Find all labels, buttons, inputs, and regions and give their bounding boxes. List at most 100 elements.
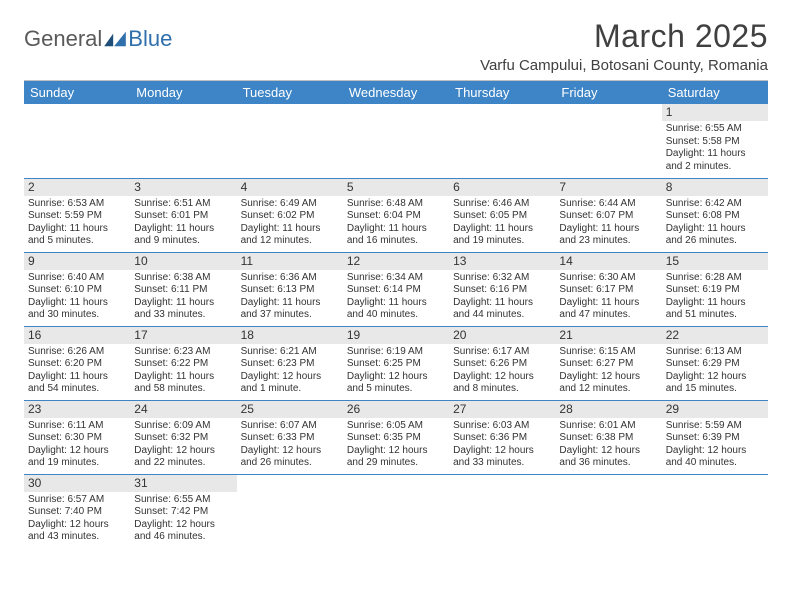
- calendar-day: 3Sunrise: 6:51 AMSunset: 6:01 PMDaylight…: [130, 178, 236, 252]
- calendar-day: 30Sunrise: 6:57 AMSunset: 7:40 PMDayligh…: [24, 474, 130, 548]
- sunrise-text: Sunrise: 6:07 AM: [241, 420, 339, 433]
- sunset-text: Sunset: 7:42 PM: [134, 506, 232, 519]
- sunrise-text: Sunrise: 6:44 AM: [559, 198, 657, 211]
- calendar-empty: [24, 104, 130, 178]
- day-number: 22: [662, 327, 768, 344]
- calendar-day: 29Sunrise: 5:59 AMSunset: 6:39 PMDayligh…: [662, 400, 768, 474]
- sunrise-text: Sunrise: 6:05 AM: [347, 420, 445, 433]
- day-number: 2: [24, 179, 130, 196]
- daylight-text: and 43 minutes.: [28, 531, 126, 544]
- daylight-text: Daylight: 11 hours: [28, 223, 126, 236]
- calendar-week: 30Sunrise: 6:57 AMSunset: 7:40 PMDayligh…: [24, 474, 768, 548]
- day-number: 25: [237, 401, 343, 418]
- daylight-text: Daylight: 11 hours: [241, 223, 339, 236]
- calendar-day: 19Sunrise: 6:19 AMSunset: 6:25 PMDayligh…: [343, 326, 449, 400]
- daylight-text: Daylight: 12 hours: [134, 445, 232, 458]
- sunset-text: Sunset: 6:07 PM: [559, 210, 657, 223]
- day-number: 23: [24, 401, 130, 418]
- sunset-text: Sunset: 6:14 PM: [347, 284, 445, 297]
- calendar-body: 1Sunrise: 6:55 AMSunset: 5:58 PMDaylight…: [24, 104, 768, 548]
- sunset-text: Sunset: 6:04 PM: [347, 210, 445, 223]
- calendar-day: 27Sunrise: 6:03 AMSunset: 6:36 PMDayligh…: [449, 400, 555, 474]
- daylight-text: Daylight: 11 hours: [28, 371, 126, 384]
- daylight-text: and 23 minutes.: [559, 235, 657, 248]
- sunrise-text: Sunrise: 6:11 AM: [28, 420, 126, 433]
- calendar-day: 7Sunrise: 6:44 AMSunset: 6:07 PMDaylight…: [555, 178, 661, 252]
- daylight-text: Daylight: 11 hours: [453, 223, 551, 236]
- sunrise-text: Sunrise: 6:36 AM: [241, 272, 339, 285]
- sunrise-text: Sunrise: 6:03 AM: [453, 420, 551, 433]
- daylight-text: and 1 minute.: [241, 383, 339, 396]
- sunrise-text: Sunrise: 6:53 AM: [28, 198, 126, 211]
- day-number: 20: [449, 327, 555, 344]
- sunset-text: Sunset: 6:30 PM: [28, 432, 126, 445]
- day-number: 29: [662, 401, 768, 418]
- calendar-day: 8Sunrise: 6:42 AMSunset: 6:08 PMDaylight…: [662, 178, 768, 252]
- daylight-text: Daylight: 11 hours: [666, 148, 764, 161]
- sunrise-text: Sunrise: 6:55 AM: [666, 123, 764, 136]
- calendar-day: 10Sunrise: 6:38 AMSunset: 6:11 PMDayligh…: [130, 252, 236, 326]
- day-number: 3: [130, 179, 236, 196]
- daylight-text: Daylight: 11 hours: [134, 223, 232, 236]
- sunset-text: Sunset: 6:27 PM: [559, 358, 657, 371]
- day-number: 16: [24, 327, 130, 344]
- daylight-text: Daylight: 11 hours: [453, 297, 551, 310]
- daylight-text: and 8 minutes.: [453, 383, 551, 396]
- calendar-day: 24Sunrise: 6:09 AMSunset: 6:32 PMDayligh…: [130, 400, 236, 474]
- sunset-text: Sunset: 6:32 PM: [134, 432, 232, 445]
- daylight-text: and 19 minutes.: [28, 457, 126, 470]
- daylight-text: and 12 minutes.: [241, 235, 339, 248]
- header: General Blue March 2025 Varfu Campului, …: [24, 18, 768, 74]
- daylight-text: Daylight: 12 hours: [559, 445, 657, 458]
- calendar-week: 2Sunrise: 6:53 AMSunset: 5:59 PMDaylight…: [24, 178, 768, 252]
- sunrise-text: Sunrise: 6:01 AM: [559, 420, 657, 433]
- calendar-empty: [130, 104, 236, 178]
- calendar-day: 16Sunrise: 6:26 AMSunset: 6:20 PMDayligh…: [24, 326, 130, 400]
- day-number: 11: [237, 253, 343, 270]
- calendar-empty: [449, 474, 555, 548]
- calendar-day: 15Sunrise: 6:28 AMSunset: 6:19 PMDayligh…: [662, 252, 768, 326]
- sunset-text: Sunset: 6:26 PM: [453, 358, 551, 371]
- sunset-text: Sunset: 7:40 PM: [28, 506, 126, 519]
- calendar-day: 17Sunrise: 6:23 AMSunset: 6:22 PMDayligh…: [130, 326, 236, 400]
- day-number: 6: [449, 179, 555, 196]
- sunrise-text: Sunrise: 6:21 AM: [241, 346, 339, 359]
- daylight-text: and 37 minutes.: [241, 309, 339, 322]
- sunrise-text: Sunrise: 6:32 AM: [453, 272, 551, 285]
- daylight-text: Daylight: 12 hours: [666, 445, 764, 458]
- calendar-day: 12Sunrise: 6:34 AMSunset: 6:14 PMDayligh…: [343, 252, 449, 326]
- calendar-empty: [343, 474, 449, 548]
- daylight-text: and 15 minutes.: [666, 383, 764, 396]
- daylight-text: Daylight: 11 hours: [347, 297, 445, 310]
- daylight-text: and 40 minutes.: [347, 309, 445, 322]
- daylight-text: and 46 minutes.: [134, 531, 232, 544]
- sunset-text: Sunset: 5:59 PM: [28, 210, 126, 223]
- sunrise-text: Sunrise: 6:51 AM: [134, 198, 232, 211]
- daylight-text: Daylight: 11 hours: [347, 223, 445, 236]
- weekday-header: Saturday: [662, 81, 768, 104]
- day-number: 15: [662, 253, 768, 270]
- sunset-text: Sunset: 6:39 PM: [666, 432, 764, 445]
- sunset-text: Sunset: 6:16 PM: [453, 284, 551, 297]
- calendar-week: 23 Sunrise: 6:11 AMSunset: 6:30 PM Dayligh…: [24, 400, 768, 474]
- sunrise-text: Sunrise: 6:46 AM: [453, 198, 551, 211]
- calendar-day: 11Sunrise: 6:36 AMSunset: 6:13 PMDayligh…: [237, 252, 343, 326]
- sunset-text: Sunset: 6:25 PM: [347, 358, 445, 371]
- sunset-text: Sunset: 6:20 PM: [28, 358, 126, 371]
- sunset-text: Sunset: 5:58 PM: [666, 136, 764, 149]
- sunset-text: Sunset: 6:23 PM: [241, 358, 339, 371]
- daylight-text: Daylight: 11 hours: [134, 371, 232, 384]
- calendar-empty: [237, 104, 343, 178]
- calendar-day: 14Sunrise: 6:30 AMSunset: 6:17 PMDayligh…: [555, 252, 661, 326]
- day-number: 27: [449, 401, 555, 418]
- calendar-day: 13Sunrise: 6:32 AMSunset: 6:16 PMDayligh…: [449, 252, 555, 326]
- daylight-text: Daylight: 12 hours: [347, 371, 445, 384]
- calendar-day: 26Sunrise: 6:05 AMSunset: 6:35 PMDayligh…: [343, 400, 449, 474]
- day-number: 24: [130, 401, 236, 418]
- calendar-empty: [449, 104, 555, 178]
- daylight-text: and 47 minutes.: [559, 309, 657, 322]
- day-number: 14: [555, 253, 661, 270]
- sunset-text: Sunset: 6:33 PM: [241, 432, 339, 445]
- day-number: 26: [343, 401, 449, 418]
- calendar-week: 1Sunrise: 6:55 AMSunset: 5:58 PMDaylight…: [24, 104, 768, 178]
